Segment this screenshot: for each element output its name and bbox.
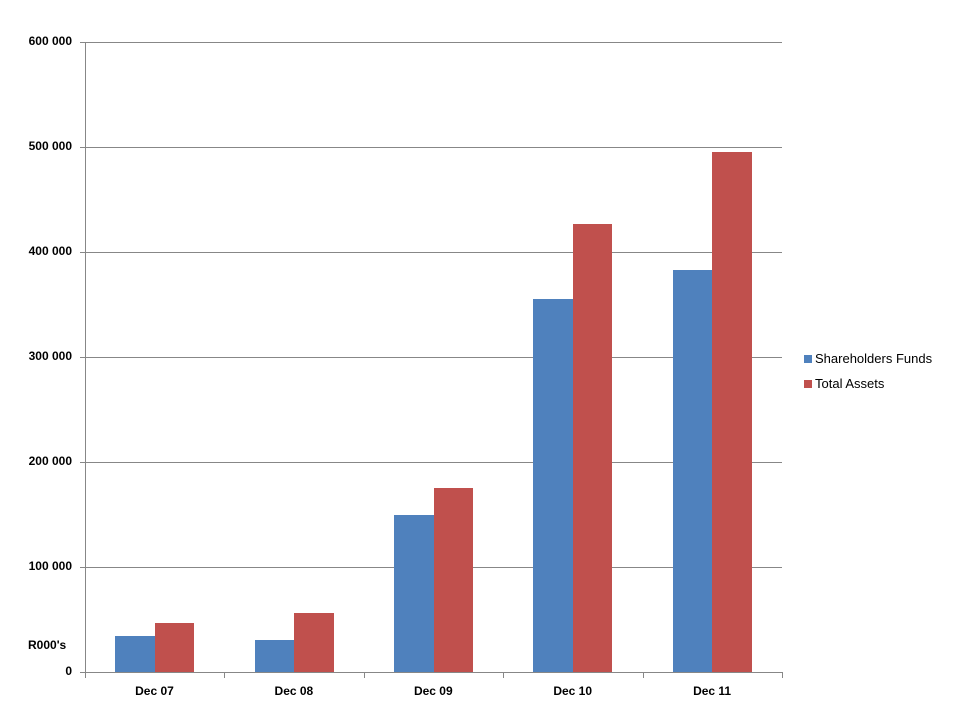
- bar-shareholders-funds: [254, 639, 295, 672]
- legend: Shareholders Funds Total Assets: [804, 346, 932, 396]
- y-tick-label: 600 000: [28, 34, 72, 48]
- bar-total-assets: [712, 152, 752, 672]
- y-tick-mark: [80, 147, 85, 148]
- x-category-label: Dec 09: [413, 684, 453, 698]
- y-tick-mark: [80, 42, 85, 43]
- x-tick-mark: [782, 672, 783, 678]
- y-axis: [85, 42, 86, 673]
- y-tick-mark: [80, 672, 85, 673]
- bar-shareholders-funds: [672, 269, 713, 672]
- y-tick-label: 200 000: [28, 454, 72, 468]
- bar-shareholders-funds: [394, 515, 434, 672]
- legend-item: Total Assets: [804, 371, 932, 396]
- x-tick-mark: [503, 672, 504, 678]
- y-tick-label: 100 000: [28, 559, 72, 573]
- y-tick-label: 0: [65, 664, 72, 678]
- x-category-label: Dec 07: [135, 684, 174, 698]
- y-tick-label: 300 000: [28, 349, 72, 363]
- legend-label: Total Assets: [815, 376, 885, 391]
- y-tick-mark: [80, 357, 85, 358]
- x-tick-mark: [364, 672, 365, 678]
- x-category-label: Dec 11: [693, 684, 732, 698]
- y-tick-label: 400 000: [28, 244, 72, 258]
- x-axis: [85, 672, 782, 673]
- gridline: [85, 462, 782, 463]
- y-tick-mark: [80, 462, 85, 463]
- bar-total-assets: [294, 613, 334, 672]
- x-category-label: Dec 10: [553, 684, 593, 698]
- bar-total-assets: [154, 622, 195, 672]
- bar-shareholders-funds: [115, 636, 155, 672]
- y-axis-unit-label: R000's: [28, 638, 67, 652]
- bar-total-assets: [572, 223, 613, 672]
- gridline: [85, 357, 782, 358]
- legend-label: Shareholders Funds: [815, 351, 933, 366]
- y-tick-mark: [80, 567, 85, 568]
- y-tick-mark: [80, 252, 85, 253]
- legend-item: Shareholders Funds: [804, 346, 932, 371]
- gridline: [85, 147, 782, 148]
- x-tick-mark: [85, 672, 86, 678]
- x-tick-mark: [224, 672, 225, 678]
- gridline: [85, 252, 782, 253]
- x-tick-mark: [643, 672, 644, 678]
- gridline: [85, 42, 782, 43]
- bar-total-assets: [433, 488, 473, 672]
- legend-swatch-icon: [804, 354, 812, 363]
- y-tick-label: 500 000: [28, 139, 72, 153]
- bar-shareholders-funds: [533, 299, 573, 672]
- x-category-label: Dec 08: [274, 684, 314, 698]
- legend-swatch-icon: [804, 379, 812, 388]
